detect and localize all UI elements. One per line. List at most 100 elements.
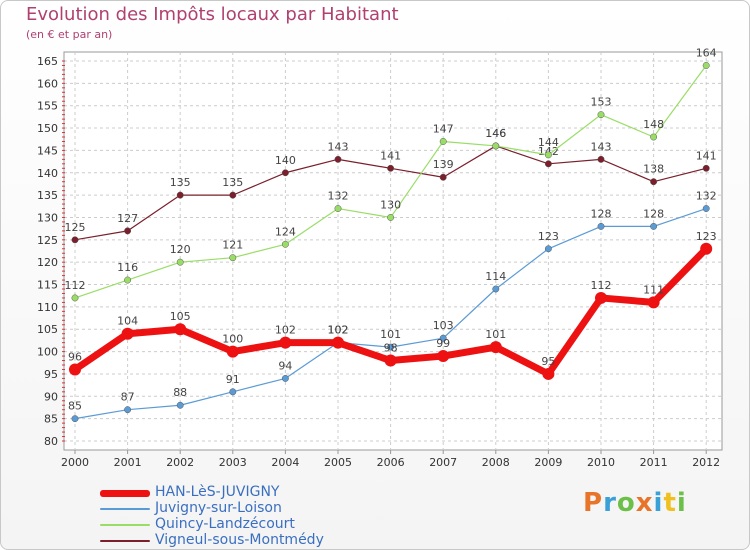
- y-tick-label: 115: [37, 279, 58, 292]
- data-label: 112: [65, 279, 86, 292]
- plot-area: [63, 51, 723, 451]
- data-point: [702, 205, 710, 212]
- chart-subtitle: (en € et par an): [26, 28, 113, 41]
- data-point: [176, 258, 184, 266]
- data-label: 123: [538, 230, 559, 243]
- y-tick-label: 140: [37, 167, 58, 180]
- y-tick-label: 160: [37, 77, 58, 90]
- data-label: 94: [278, 359, 292, 372]
- data-point: [702, 62, 710, 69]
- y-tick-label: 125: [37, 234, 58, 247]
- data-point: [650, 222, 658, 230]
- data-point: [69, 363, 81, 376]
- x-tick-label: 2001: [114, 456, 142, 469]
- data-label: 164: [696, 46, 717, 59]
- data-point: [281, 240, 289, 248]
- legend-label: HAN-LèS-JUVIGNY: [155, 484, 280, 500]
- data-point: [174, 323, 187, 336]
- data-label: 130: [380, 198, 401, 211]
- x-tick-label: 2004: [271, 456, 299, 469]
- data-point: [439, 334, 447, 342]
- proxiti-logo: Proxiti: [583, 488, 687, 518]
- x-tick-label: 2006: [377, 456, 405, 469]
- data-label: 102: [328, 324, 349, 337]
- legend-swatch: [100, 489, 150, 497]
- x-tick-label: 2002: [166, 456, 194, 469]
- data-point: [542, 367, 555, 380]
- data-point: [544, 151, 552, 159]
- logo-letter: i: [676, 488, 687, 518]
- data-point: [492, 285, 500, 293]
- y-tick-label: 130: [37, 211, 58, 224]
- data-point: [437, 350, 450, 363]
- logo-letter: i: [653, 488, 664, 518]
- legend-label: Quincy-Landzécourt: [155, 516, 295, 532]
- data-point: [176, 401, 184, 409]
- data-point: [702, 164, 710, 172]
- data-point: [176, 191, 184, 199]
- y-tick-label: 100: [37, 346, 58, 359]
- data-label: 91: [226, 373, 240, 386]
- data-point: [334, 155, 342, 163]
- logo-letter: o: [616, 488, 636, 518]
- data-point: [650, 133, 658, 141]
- data-label: 146: [485, 127, 506, 140]
- data-point: [332, 336, 344, 349]
- logo-letter: t: [663, 488, 677, 518]
- data-label: 96: [68, 350, 82, 363]
- y-tick-label: 80: [44, 435, 58, 448]
- x-tick-label: 2005: [324, 456, 352, 469]
- data-point: [492, 142, 500, 150]
- data-label: 103: [433, 319, 454, 332]
- legend-label: Juvigny-sur-Loison: [155, 500, 282, 516]
- x-tick-label: 2012: [692, 456, 720, 469]
- data-label: 102: [328, 324, 349, 337]
- data-label: 144: [538, 136, 559, 149]
- x-tick-label: 2009: [534, 456, 562, 469]
- data-label: 138: [643, 163, 664, 176]
- x-tick-label: 2000: [61, 456, 89, 469]
- data-point: [124, 276, 132, 284]
- data-point: [439, 138, 447, 145]
- data-point: [439, 173, 447, 181]
- x-tick-label: 2010: [587, 456, 615, 469]
- legend-swatch: [100, 508, 150, 510]
- data-label: 146: [485, 127, 506, 140]
- data-label: 123: [696, 230, 717, 243]
- data-label: 125: [65, 221, 86, 234]
- data-label: 143: [591, 140, 612, 153]
- data-label: 148: [643, 118, 664, 131]
- chart-title: Evolution des Impôts locaux par Habitant: [26, 4, 399, 25]
- data-label: 127: [117, 212, 138, 225]
- data-point: [226, 345, 239, 358]
- data-point: [597, 222, 605, 230]
- data-point: [121, 327, 134, 340]
- data-label: 143: [328, 140, 349, 153]
- data-label: 101: [485, 328, 506, 341]
- data-point: [647, 296, 660, 309]
- data-point: [281, 169, 289, 177]
- data-label: 111: [643, 283, 664, 296]
- y-tick-label: 95: [44, 368, 58, 381]
- data-point: [124, 227, 132, 235]
- legend-swatch: [100, 524, 150, 526]
- data-label: 132: [696, 190, 717, 203]
- data-label: 124: [275, 225, 296, 238]
- legend-swatch: [100, 540, 150, 542]
- y-tick-label: 135: [37, 189, 58, 202]
- x-tick-label: 2008: [482, 456, 510, 469]
- data-label: 104: [117, 315, 138, 328]
- x-tick-label: 2011: [640, 456, 668, 469]
- data-label: 153: [591, 96, 612, 109]
- y-tick-label: 105: [37, 323, 58, 336]
- data-label: 112: [591, 279, 612, 292]
- data-label: 128: [591, 207, 612, 220]
- data-label: 101: [380, 328, 401, 341]
- data-point: [597, 155, 605, 163]
- data-label: 99: [436, 337, 450, 350]
- data-point: [71, 415, 79, 423]
- data-point: [650, 178, 658, 186]
- data-label: 121: [222, 239, 243, 252]
- data-point: [71, 236, 79, 244]
- data-point: [595, 291, 607, 304]
